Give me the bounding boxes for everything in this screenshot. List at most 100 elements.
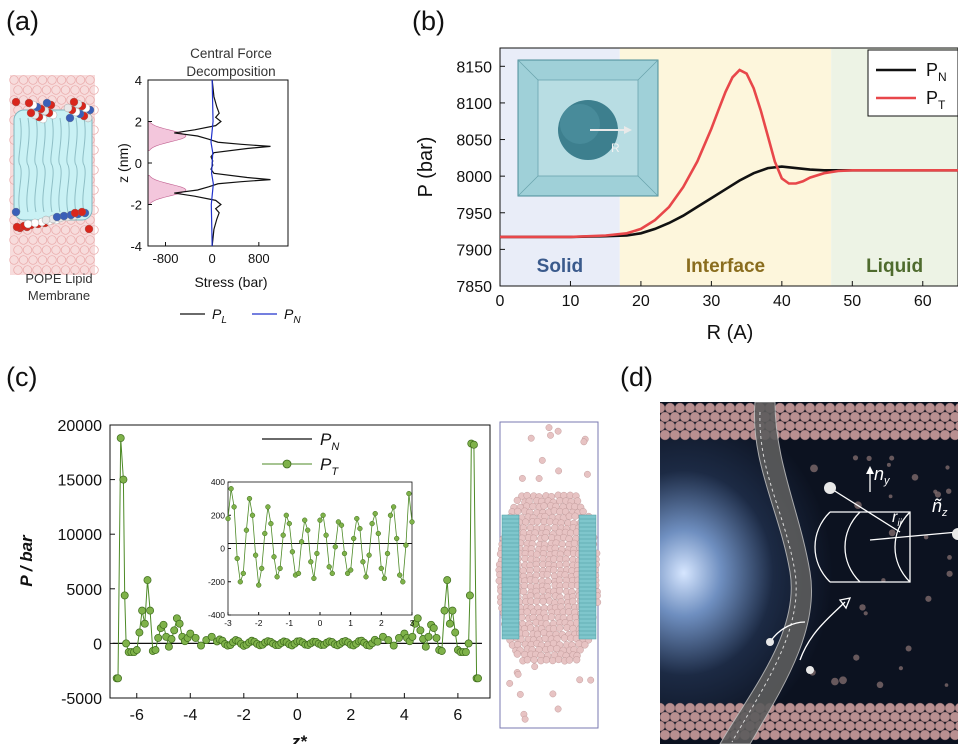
panel-b-legend-pt: PT [926,88,946,112]
panel-b-xtick-label: 40 [773,293,791,310]
panel-c-inset-marker [397,572,403,578]
panel-c-inset-marker [381,575,388,582]
panel-c-xlabel: z* [290,732,308,744]
panel-c-pt-marker [389,641,398,650]
panel-c-legend: PN PT [262,430,339,478]
panel-c-inset-marker [329,570,335,577]
panel-b-region-label: Liquid [866,256,923,277]
panel-c-inset-marker [289,549,296,555]
panel-c-inset-marker [265,504,271,510]
panel-c-inset-marker [357,525,363,532]
panel-a-plot-frame [147,79,289,247]
panel-c-inset-marker [384,550,391,557]
panel-c-ytick-label: -5000 [61,691,102,708]
panel-b-region-label: Interface [686,256,765,277]
panel-c-inset-xtick-label: 3 [410,618,415,628]
panel-c-simulation-slab [495,421,602,729]
panel-c-inset-marker [320,512,326,518]
panel-c-inset-marker [271,554,277,560]
panel-b-series-pt [500,68,958,239]
panel-d-membrane-strand [719,402,812,744]
panel-c-pt-marker [464,639,473,648]
panel-c-inset-xtick-label: -3 [224,618,232,628]
panel-c-inset-marker [283,512,289,518]
panel-c-pt-marker [469,440,478,449]
panel-c-inset-marker [298,539,305,545]
panel-a-ytick-label: -2 [130,198,142,213]
panel-c-inset-marker [228,486,234,492]
panel-c-label: (c) [6,362,38,392]
panel-c-pt-marker [207,632,216,641]
panel-b-xtick-label: 50 [843,293,861,310]
panel-c-inset-marker [243,527,250,533]
panel-b-ytick-label: 8150 [456,59,492,76]
panel-c-pt-marker [197,641,205,650]
panel-c-pt-marker [122,639,131,648]
panel-c-inset-marker [406,490,412,497]
panel-c-pt-marker [140,619,149,628]
panel-c-inset-ytick-label: 400 [211,477,225,487]
panel-c-inset-marker [372,510,378,517]
panel-b-legend: PN PT [867,49,958,117]
panel-b-ytick-label: 8100 [456,96,492,113]
panel-a-ytick-label: 2 [135,115,142,130]
panel-c-inset-marker [351,535,357,542]
panel-d-illustration: ny rij ñz [660,402,958,744]
membrane-caption: POPE Lipid Membrane [0,270,118,304]
panel-c-inset-marker [338,522,345,528]
panel-a-legend: PL PN [180,306,301,326]
panel-c-inset-marker [286,520,292,527]
panel-c-xtick-label: -4 [183,707,197,724]
panel-b-ytick-label: 8000 [456,169,492,186]
panel-c-inset-marker [326,564,332,570]
panel-c-inset-xtick-label: 1 [348,618,353,628]
panel-c-inset-marker [256,582,262,588]
panel-c-inset-marker [378,565,384,572]
panel-c-pt-marker [175,619,184,628]
panel-a-xtick-label: 800 [248,251,270,266]
panel-c-legend-pt: PT [320,455,339,478]
panel-a-ytick-label: 4 [135,73,142,88]
panel-b-ytick-label: 7950 [456,206,492,223]
panel-c-pt-marker [373,637,382,646]
panel-c-inset-ytick-label: 0 [220,544,225,554]
panel-a-xtick-label: 0 [209,251,216,266]
panel-c-pt-marker [186,629,195,638]
panel-b-ylabel: P (bar) [415,137,437,198]
panel-a-ytick-label: 0 [135,156,142,171]
lipid-membrane-illustration [9,75,99,275]
panel-c-legend-pn: PN [320,430,339,453]
panel-b-ytick-label: 7850 [456,279,492,296]
panel-d-vector-diagram [769,466,958,661]
panel-c-pt-marker [408,632,417,641]
panel-c-pt-marker [443,576,452,585]
panel-c-pt-marker [119,475,128,484]
panel-b-ytick-label: 7900 [456,242,492,259]
panel-c-pt-marker [167,635,176,643]
panel-c-pt-marker [120,591,129,600]
panel-b-region-label: Solid [537,256,583,277]
panel-a-shaded-region [147,121,187,151]
panel-c-inset-marker [409,519,415,525]
panel-c-inset-xtick-label: 2 [379,618,384,628]
panel-c-inset-marker [341,550,348,557]
panel-c-inset-xtick-label: -2 [255,618,263,628]
panel-a-xlabel: Stress (bar) [194,274,267,290]
panel-c-inset-marker [375,530,381,537]
panel-c-pt-marker [437,647,446,655]
panel-c-inset-marker [403,542,409,548]
panel-c-inset-marker [268,520,274,527]
panel-c-inset-marker [305,527,311,533]
panel-c-inset-marker [400,579,406,585]
panel-c-pt-marker [159,620,168,629]
panel-a-series-pn [210,79,214,247]
panel-c-pt-marker [384,636,393,645]
panel-a-series-pl [174,79,271,247]
panel-c-inset-marker [295,570,302,577]
panel-c-ylabel: P / bar [17,534,36,587]
panel-c-pt-marker [164,642,173,651]
panel-c-inset-marker [387,512,394,518]
panel-b-xtick-label: 20 [632,293,650,310]
panel-b-label: (b) [412,6,445,36]
panel-c-inset-marker [348,567,354,573]
